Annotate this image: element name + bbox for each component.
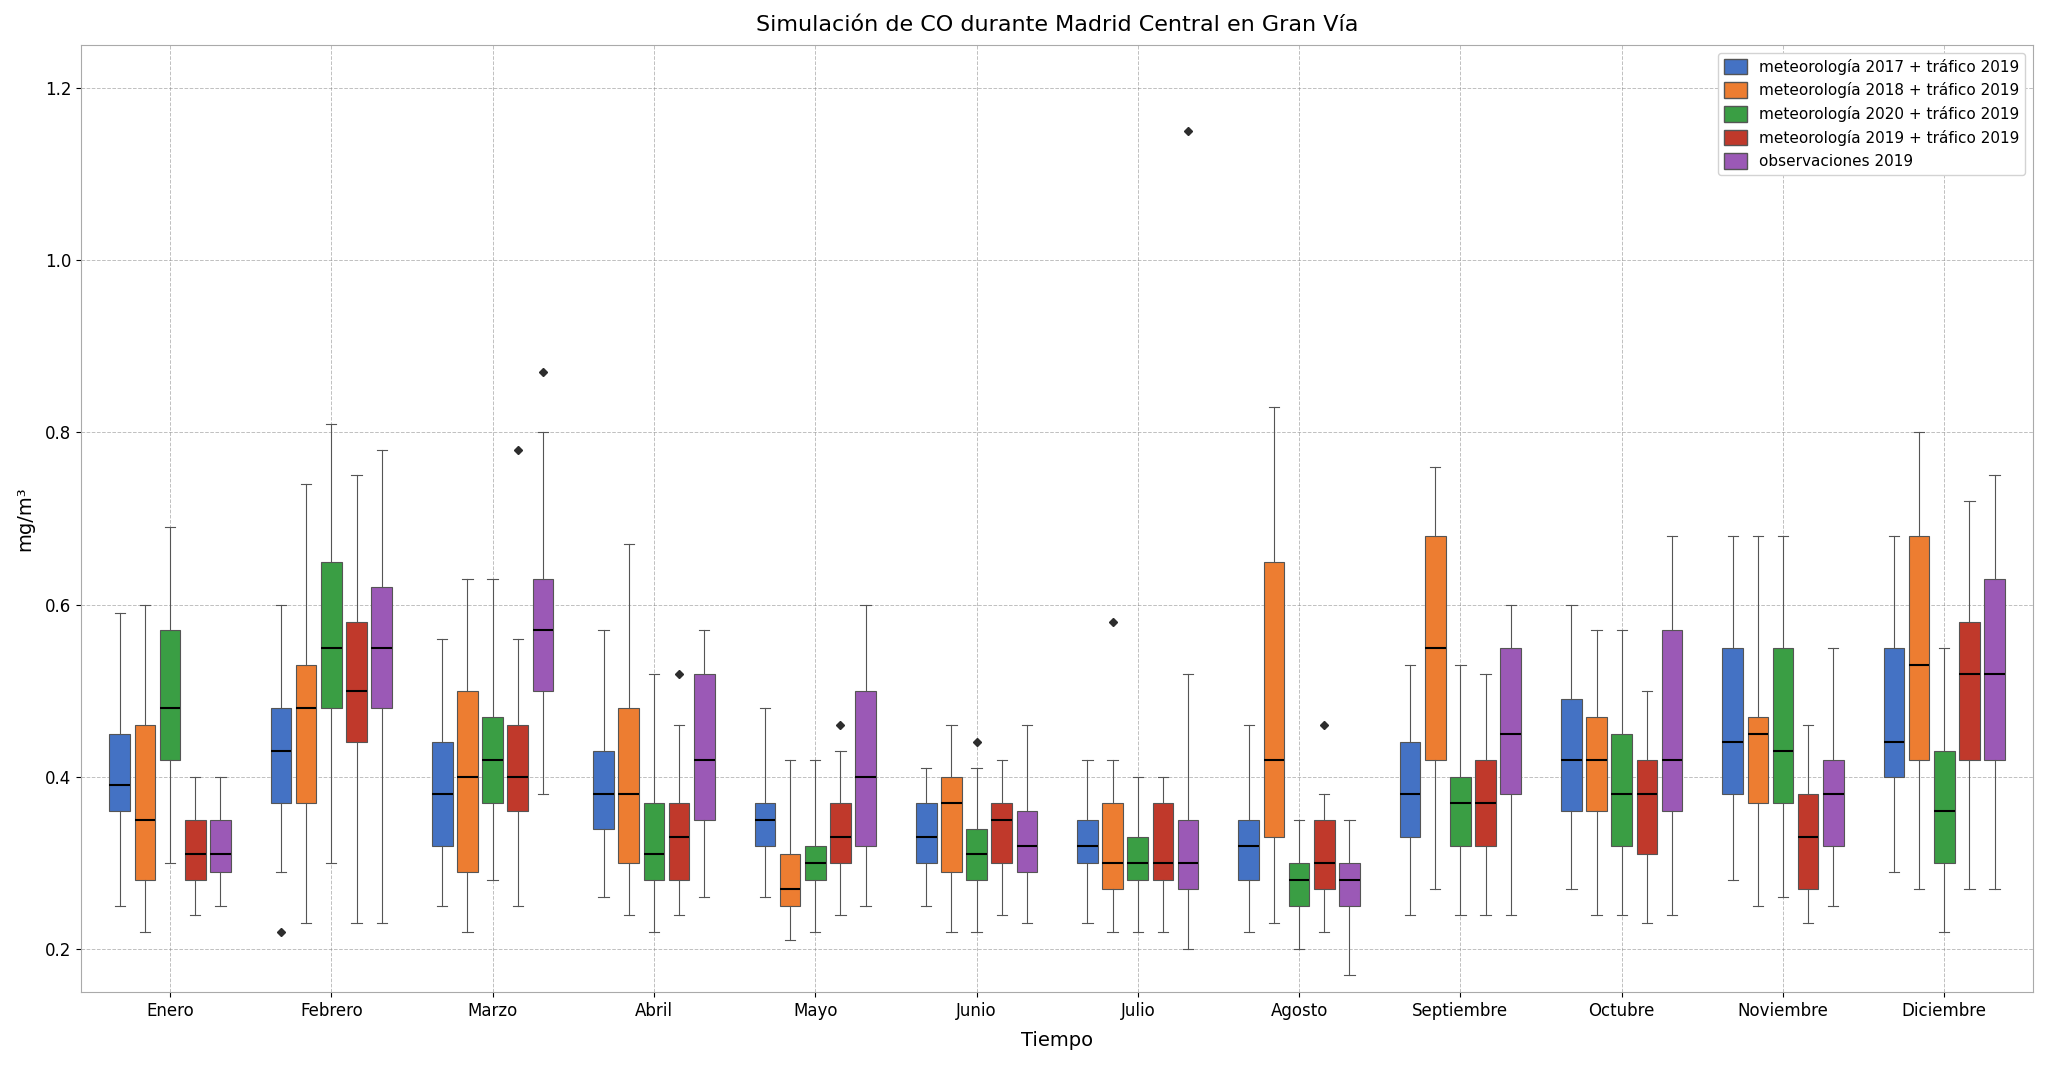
PathPatch shape <box>160 630 180 759</box>
PathPatch shape <box>805 846 825 880</box>
PathPatch shape <box>940 776 963 871</box>
PathPatch shape <box>1128 837 1149 880</box>
PathPatch shape <box>1798 794 1819 889</box>
PathPatch shape <box>1960 622 1980 759</box>
PathPatch shape <box>1239 820 1260 880</box>
PathPatch shape <box>915 803 936 863</box>
PathPatch shape <box>270 708 291 803</box>
PathPatch shape <box>1561 700 1581 812</box>
PathPatch shape <box>991 803 1012 863</box>
PathPatch shape <box>483 717 504 803</box>
PathPatch shape <box>670 803 690 880</box>
PathPatch shape <box>754 803 776 846</box>
PathPatch shape <box>1475 759 1495 846</box>
Y-axis label: mg/m³: mg/m³ <box>14 487 35 551</box>
PathPatch shape <box>346 622 367 742</box>
PathPatch shape <box>1264 561 1284 837</box>
PathPatch shape <box>1884 648 1905 776</box>
PathPatch shape <box>618 708 639 863</box>
PathPatch shape <box>1399 742 1421 837</box>
PathPatch shape <box>643 803 664 880</box>
PathPatch shape <box>1501 648 1522 794</box>
PathPatch shape <box>135 725 156 880</box>
PathPatch shape <box>1823 759 1843 846</box>
PathPatch shape <box>694 673 715 820</box>
PathPatch shape <box>1587 717 1608 812</box>
PathPatch shape <box>829 803 850 863</box>
PathPatch shape <box>856 691 877 846</box>
PathPatch shape <box>109 734 129 812</box>
PathPatch shape <box>1636 759 1657 854</box>
PathPatch shape <box>1288 863 1309 906</box>
PathPatch shape <box>1747 717 1767 803</box>
PathPatch shape <box>780 854 801 906</box>
PathPatch shape <box>295 665 317 803</box>
PathPatch shape <box>1425 536 1446 759</box>
Legend: meteorología 2017 + tráfico 2019, meteorología 2018 + tráfico 2019, meteorología: meteorología 2017 + tráfico 2019, meteor… <box>1718 52 2025 176</box>
PathPatch shape <box>1102 803 1122 889</box>
PathPatch shape <box>508 725 528 812</box>
PathPatch shape <box>1077 820 1098 863</box>
PathPatch shape <box>432 742 453 846</box>
PathPatch shape <box>322 561 342 708</box>
PathPatch shape <box>1612 734 1632 846</box>
PathPatch shape <box>1153 803 1174 880</box>
PathPatch shape <box>1315 820 1335 889</box>
PathPatch shape <box>1722 648 1743 794</box>
PathPatch shape <box>211 820 231 871</box>
PathPatch shape <box>594 751 614 829</box>
PathPatch shape <box>1016 812 1036 871</box>
PathPatch shape <box>457 691 477 871</box>
PathPatch shape <box>1933 751 1954 863</box>
PathPatch shape <box>184 820 205 880</box>
PathPatch shape <box>1661 630 1681 812</box>
PathPatch shape <box>371 588 391 708</box>
PathPatch shape <box>1774 648 1794 803</box>
PathPatch shape <box>1985 578 2005 759</box>
PathPatch shape <box>1909 536 1929 759</box>
PathPatch shape <box>532 578 553 691</box>
PathPatch shape <box>967 829 987 880</box>
X-axis label: Tiempo: Tiempo <box>1022 1031 1094 1050</box>
PathPatch shape <box>1450 776 1470 846</box>
Title: Simulación de CO durante Madrid Central en Gran Vía: Simulación de CO durante Madrid Central … <box>756 15 1358 35</box>
PathPatch shape <box>1178 820 1198 889</box>
PathPatch shape <box>1339 863 1360 906</box>
